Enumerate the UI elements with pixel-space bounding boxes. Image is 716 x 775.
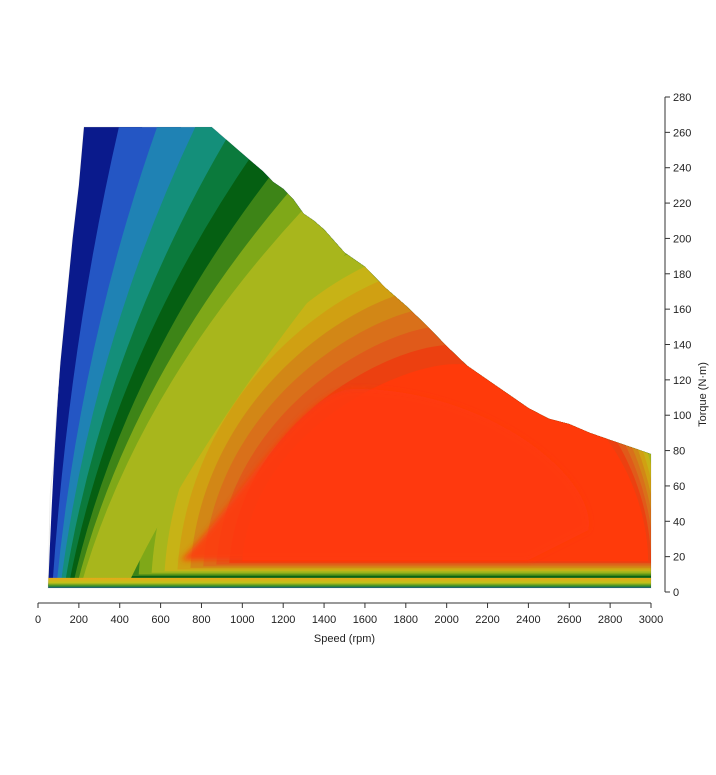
y-tick-label: 220 [673,198,691,210]
peak-efficiency-zone [181,388,590,561]
x-tick-label: 1200 [271,614,295,626]
x-axis-ticks: 0 200 400 600 800 1000 1200 1400 1600 1800 2000 220… [35,603,663,626]
x-tick-label: 1800 [394,614,418,626]
x-tick-label: 800 [192,614,210,626]
peak-efficiency-region [181,388,590,561]
torque-envelope-outline [47,126,652,589]
low-torque-band [48,577,651,588]
y-axis-title: Torque (N·m) [697,362,709,427]
x-tick-label: 2600 [557,614,581,626]
x-tick-label: 1600 [353,614,377,626]
x-tick-label: 2400 [516,614,540,626]
x-tick-label: 400 [111,614,129,626]
plot-area [48,127,651,588]
y-tick-label: 200 [673,233,691,245]
y-tick-label: 280 [673,92,691,104]
x-axis-title: Speed (rpm) [314,633,375,645]
x-tick-label: 2000 [434,614,458,626]
x-tick-label: 3000 [639,614,663,626]
x-tick-label: 1000 [230,614,254,626]
y-tick-label: 80 [673,446,685,458]
y-axis-ticks: 0 20 40 60 80 100 120 140 160 180 200 220 240 260 280 [665,92,691,599]
x-axis: 0 200 400 600 800 1000 1200 1400 1600 1800 2000 220… [35,602,663,645]
y-tick-label: 40 [673,516,685,528]
y-tick-label: 160 [673,304,691,316]
y-tick-label: 260 [673,127,691,139]
x-tick-label: 2200 [475,614,499,626]
y-tick-label: 240 [673,163,691,175]
x-tick-label: 2800 [598,614,622,626]
y-tick-label: 20 [673,552,685,564]
x-tick-label: 600 [151,614,169,626]
y-tick-label: 120 [673,375,691,387]
y-tick-label: 60 [673,481,685,493]
y-tick-label: 140 [673,340,691,352]
y-tick-label: 180 [673,269,691,281]
x-tick-label: 0 [35,614,41,626]
y-tick-label: 100 [673,410,691,422]
x-tick-label: 1400 [312,614,336,626]
y-tick-label: 0 [673,587,679,599]
y-axis: 020406080100120140160180200220240260280 … [664,92,709,599]
low-speed-band-9 [80,127,480,588]
x-tick-label: 200 [70,614,88,626]
